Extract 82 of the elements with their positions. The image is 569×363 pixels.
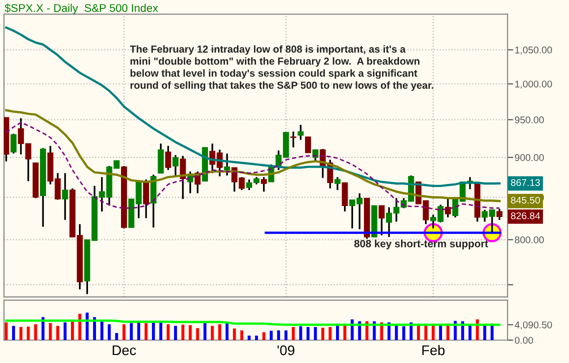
bar [218, 324, 222, 340]
bar [232, 328, 236, 340]
text: 826.84 [510, 212, 540, 220]
bar [336, 325, 339, 340]
bar [248, 336, 251, 340]
bar [299, 326, 302, 340]
bar [78, 314, 82, 340]
bar [26, 326, 30, 340]
x-tick-label: Dec [112, 346, 136, 356]
bar [284, 330, 288, 340]
candlestick [224, 152, 230, 176]
y-tick-label: 4,090.50 [514, 321, 552, 330]
candlestick [143, 178, 150, 220]
bar [181, 324, 184, 340]
bar [122, 324, 126, 340]
bar [130, 323, 133, 340]
bar [174, 326, 177, 340]
candlestick [180, 155, 186, 200]
bar [292, 326, 295, 340]
bar [314, 326, 317, 340]
data-label: 845.50 [510, 196, 540, 204]
bar [137, 322, 140, 340]
bar [277, 330, 280, 340]
bar [166, 324, 170, 340]
bar [93, 317, 96, 340]
bar [159, 321, 162, 340]
candlestick [62, 172, 68, 221]
bar [328, 326, 332, 340]
candlestick [378, 204, 385, 236]
bar [12, 326, 16, 340]
annotation: The February 12 intraday low of 808 is important, as it's a mini "double bottom" with the February 2 low. A breakdown below that level in today's session could spark a significant round of selling that takes the S&P 500 to new lows of the year. [130, 45, 434, 91]
bar [394, 324, 398, 340]
candlestick [298, 124, 304, 141]
bar [34, 324, 38, 340]
bar [100, 320, 104, 340]
y-tick-label: 1,050.00 [515, 46, 552, 55]
y-tick-label: 900.00 [514, 154, 544, 162]
candlestick [260, 176, 267, 192]
bar [226, 322, 229, 340]
ref-line-label: 808 key short-term support [354, 240, 488, 250]
bar [196, 328, 200, 340]
bar [64, 322, 67, 340]
bar [240, 330, 244, 340]
y-tick-label: 800.00 [514, 236, 544, 244]
bar [432, 324, 435, 340]
bar [115, 332, 118, 340]
y-tick-label: 0.00 [514, 336, 534, 344]
bar [4, 322, 8, 340]
bar [70, 321, 74, 340]
candlestick [496, 208, 502, 221]
y-tick-label: 1,000.00 [515, 80, 552, 89]
bar [19, 326, 22, 340]
line-series [5, 26, 501, 188]
chart-title: $SPX.X - Daily S&P 500 Index [4, 4, 158, 14]
bar [343, 324, 346, 340]
bar [439, 324, 442, 340]
candlestick [158, 142, 164, 174]
data-label: 867.13 [510, 179, 540, 186]
candlestick [290, 130, 296, 148]
bar [255, 336, 258, 340]
bar [306, 326, 310, 340]
candlestick [305, 136, 312, 154]
bar [416, 324, 420, 340]
candlestick [342, 182, 348, 212]
bar [262, 332, 266, 340]
bar [42, 317, 44, 340]
candlestick [165, 145, 172, 171]
bar [152, 322, 155, 340]
bar [468, 325, 472, 340]
bar [144, 323, 148, 340]
x-tick-label: Feb [422, 344, 445, 356]
bar [48, 323, 52, 340]
candlestick [172, 154, 179, 178]
bar [424, 324, 428, 340]
bar [203, 323, 206, 340]
candlestick [334, 176, 340, 191]
candlestick [444, 197, 451, 218]
candlestick [10, 132, 17, 154]
bar [210, 326, 214, 340]
bar [86, 312, 89, 340]
y-tick-label: 950.00 [514, 116, 544, 124]
x-tick-label: '09 [278, 345, 294, 356]
